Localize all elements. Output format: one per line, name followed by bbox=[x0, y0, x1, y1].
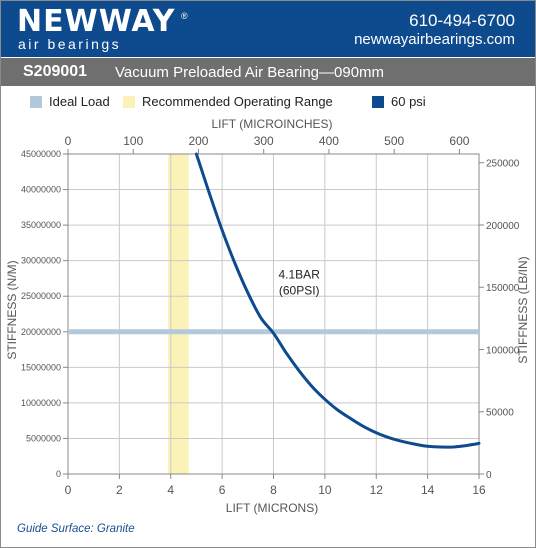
brand-logo: NEWWAY bbox=[17, 4, 176, 39]
y2-tick-label: 150000 bbox=[486, 283, 520, 294]
legend-label: Ideal Load bbox=[49, 94, 110, 109]
y-tick-label: 25000000 bbox=[21, 291, 61, 301]
x2-tick-label: 600 bbox=[449, 134, 469, 148]
y-tick-label: 35000000 bbox=[21, 220, 61, 230]
x-tick-label: 16 bbox=[472, 483, 486, 497]
brand-header: NEWWAY ® air bearings 610-494-6700 newwa… bbox=[1, 1, 535, 57]
y2-tick-label: 200000 bbox=[486, 221, 520, 232]
x-tick-label: 6 bbox=[219, 483, 226, 497]
x2-tick-label: 300 bbox=[254, 134, 274, 148]
y-tick-label: 0 bbox=[56, 469, 61, 479]
y-tick-label: 45000000 bbox=[21, 149, 61, 159]
phone-number: 610-494-6700 bbox=[409, 11, 515, 30]
y-tick-label: 10000000 bbox=[21, 398, 61, 408]
x2-tick-label: 100 bbox=[123, 134, 143, 148]
brand-tagline: air bearings bbox=[18, 36, 122, 52]
y-tick-label: 5000000 bbox=[26, 433, 61, 443]
x-tick-label: 8 bbox=[270, 483, 277, 497]
x-tick-label: 14 bbox=[421, 483, 435, 497]
website-url: newwayairbearings.com bbox=[354, 31, 515, 48]
x-tick-label: 4 bbox=[167, 483, 174, 497]
y-tick-label: 20000000 bbox=[21, 327, 61, 337]
title-bar: S209001 Vacuum Preloaded Air Bearing—090… bbox=[1, 58, 535, 86]
x2-tick-label: 200 bbox=[188, 134, 208, 148]
product-description: Vacuum Preloaded Air Bearing—090mm bbox=[115, 64, 385, 81]
product-code: S209001 bbox=[23, 63, 88, 80]
legend-swatch-ideal-load bbox=[30, 96, 42, 108]
legend-swatch-recommended-range bbox=[123, 96, 135, 108]
x-tick-label: 12 bbox=[370, 483, 384, 497]
y2-tick-label: 250000 bbox=[486, 159, 520, 170]
x2-tick-label: 0 bbox=[65, 134, 72, 148]
y-tick-label: 30000000 bbox=[21, 256, 61, 266]
y2-tick-label: 100000 bbox=[486, 345, 520, 356]
x-tick-label: 0 bbox=[65, 483, 72, 497]
x-axis-label: LIFT (MICRONS) bbox=[226, 501, 318, 515]
recommended-range-band bbox=[168, 154, 189, 474]
x2-axis-label: LIFT (MICROINCHES) bbox=[211, 117, 332, 131]
series-line-60psi bbox=[194, 152, 481, 449]
x-tick-label: 2 bbox=[116, 483, 123, 497]
legend-label: 60 psi bbox=[391, 94, 426, 109]
y2-tick-label: 50000 bbox=[486, 408, 514, 419]
x-tick-label: 10 bbox=[318, 483, 332, 497]
y2-axis-label: STIFFNESS (LB/IN) bbox=[516, 256, 530, 363]
annotation-pressure-bar: 4.1BAR bbox=[279, 267, 321, 281]
y2-tick-label: 0 bbox=[486, 470, 492, 481]
y-tick-label: 15000000 bbox=[21, 362, 61, 372]
legend-swatch-60psi bbox=[372, 96, 384, 108]
x2-tick-label: 400 bbox=[319, 134, 339, 148]
guide-surface-note: Guide Surface: Granite bbox=[17, 523, 135, 535]
y-tick-label: 40000000 bbox=[21, 185, 61, 195]
x2-tick-label: 500 bbox=[384, 134, 404, 148]
registered-mark: ® bbox=[181, 11, 188, 21]
legend-label: Recommended Operating Range bbox=[142, 94, 333, 109]
annotation-pressure-psi: (60PSI) bbox=[279, 283, 320, 297]
y-axis-label: STIFFNESS (N/M) bbox=[5, 260, 19, 359]
